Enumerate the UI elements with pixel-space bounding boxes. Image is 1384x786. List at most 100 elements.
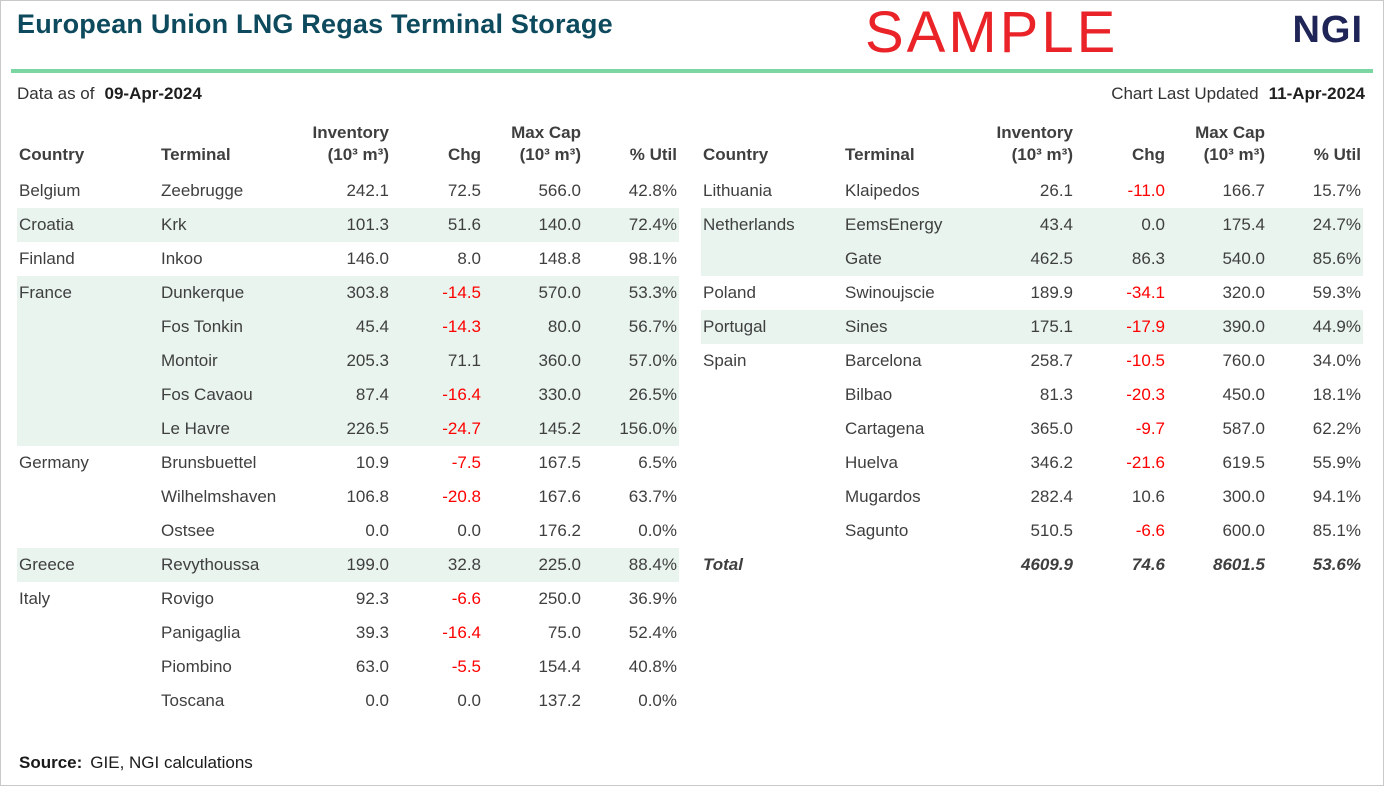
cell-max-cap: 8601.5 <box>1213 555 1265 574</box>
cell-country: Croatia <box>19 215 74 234</box>
max-cap-unit: (10³ m³) <box>1203 145 1265 164</box>
cell-country <box>17 412 159 446</box>
cell-util: 156.0% <box>619 419 677 438</box>
header-row: Country Terminal Inventory (10³ m³) Chg … <box>17 118 679 174</box>
cell-terminal: Swinoujscie <box>845 283 935 302</box>
table-row: Italy Rovigo 92.3 -6.6 250.0 36.9% <box>17 582 679 616</box>
cell-inventory: 81.3 <box>1039 385 1073 404</box>
tables-container: Country Terminal Inventory (10³ m³) Chg … <box>1 104 1383 718</box>
cell-inventory: 0.0 <box>365 691 389 710</box>
cell-chg: 51.6 <box>447 215 481 234</box>
cell-chg: 71.1 <box>447 351 481 370</box>
table-row: Gate 462.5 86.3 540.0 85.6% <box>701 242 1363 276</box>
cell-country: Total <box>703 555 743 574</box>
cell-chg: 0.0 <box>457 691 481 710</box>
cell-util: 0.0% <box>638 691 677 710</box>
cell-util: 85.1% <box>1312 521 1361 540</box>
cell-country: Finland <box>19 249 75 268</box>
cell-country <box>17 514 159 548</box>
cell-max-cap: 175.4 <box>1222 215 1265 234</box>
cell-max-cap: 600.0 <box>1222 521 1265 540</box>
cell-inventory: 10.9 <box>355 453 389 472</box>
cell-inventory: 282.4 <box>1030 487 1073 506</box>
page-header: European Union LNG Regas Terminal Storag… <box>1 0 1383 69</box>
cell-util: 98.1% <box>628 249 677 268</box>
cell-max-cap: 167.5 <box>538 453 581 472</box>
cell-inventory: 189.9 <box>1030 283 1073 302</box>
cell-chg: 0.0 <box>457 521 481 540</box>
cell-country <box>17 378 159 412</box>
cell-chg: -14.3 <box>442 317 481 336</box>
cell-inventory: 106.8 <box>346 487 389 506</box>
table-row: Finland Inkoo 146.0 8.0 148.8 98.1% <box>17 242 679 276</box>
cell-inventory: 63.0 <box>355 657 389 676</box>
subheader: Data as of 09-Apr-2024 Chart Last Update… <box>1 73 1383 104</box>
cell-util: 6.5% <box>638 453 677 472</box>
table-row: Panigaglia 39.3 -16.4 75.0 52.4% <box>17 616 679 650</box>
inventory-label: Inventory <box>996 123 1073 142</box>
cell-util: 52.4% <box>628 623 677 642</box>
cell-inventory: 43.4 <box>1039 215 1073 234</box>
table-body-left: Belgium Zeebrugge 242.1 72.5 566.0 42.8% Croat… <box>17 174 679 718</box>
cell-max-cap: 390.0 <box>1222 317 1265 336</box>
cell-inventory: 26.1 <box>1039 181 1073 200</box>
storage-table-right: Country Terminal Inventory (10³ m³) Chg … <box>701 118 1363 582</box>
cell-terminal: Piombino <box>161 657 232 676</box>
cell-country <box>701 446 843 480</box>
cell-max-cap: 167.6 <box>538 487 581 506</box>
column-header-max-cap: Max Cap (10³ m³) <box>1167 118 1267 174</box>
max-cap-label: Max Cap <box>1195 123 1265 142</box>
cell-country <box>17 650 159 684</box>
cell-inventory: 87.4 <box>355 385 389 404</box>
cell-terminal: EemsEnergy <box>845 215 943 234</box>
cell-util: 26.5% <box>628 385 677 404</box>
cell-country: Italy <box>19 589 51 608</box>
table-row: Belgium Zeebrugge 242.1 72.5 566.0 42.8% <box>17 174 679 208</box>
column-header-util: % Util <box>629 145 677 164</box>
header-row: Country Terminal Inventory (10³ m³) Chg … <box>701 118 1363 174</box>
table-row: Greece Revythoussa 199.0 32.8 225.0 88.4% <box>17 548 679 582</box>
storage-table-left: Country Terminal Inventory (10³ m³) Chg … <box>17 118 679 718</box>
table-row: Montoir 205.3 71.1 360.0 57.0% <box>17 344 679 378</box>
cell-terminal: Montoir <box>161 351 218 370</box>
cell-max-cap: 360.0 <box>538 351 581 370</box>
cell-terminal: Dunkerque <box>161 283 245 302</box>
cell-max-cap: 75.0 <box>547 623 581 642</box>
cell-country <box>17 616 159 650</box>
cell-inventory: 4609.9 <box>1021 555 1073 574</box>
cell-util: 53.6% <box>1312 555 1361 574</box>
cell-country <box>17 310 159 344</box>
table-row: Ostsee 0.0 0.0 176.2 0.0% <box>17 514 679 548</box>
cell-terminal: Mugardos <box>845 487 921 506</box>
cell-terminal: Barcelona <box>845 351 922 370</box>
table-row: Bilbao 81.3 -20.3 450.0 18.1% <box>701 378 1363 412</box>
cell-country: France <box>19 283 72 302</box>
column-header-chg: Chg <box>1131 145 1165 164</box>
cell-max-cap: 250.0 <box>538 589 581 608</box>
cell-terminal: Huelva <box>845 453 898 472</box>
total-row: Total 4609.9 74.6 8601.5 53.6% <box>701 548 1363 582</box>
cell-chg: -10.5 <box>1126 351 1165 370</box>
cell-max-cap: 145.2 <box>538 419 581 438</box>
cell-inventory: 101.3 <box>346 215 389 234</box>
cell-chg: -6.6 <box>1135 521 1165 540</box>
column-header-terminal: Terminal <box>845 145 915 164</box>
cell-inventory: 39.3 <box>355 623 389 642</box>
cell-country <box>701 480 843 514</box>
cell-util: 53.3% <box>628 283 677 302</box>
cell-chg: -5.5 <box>451 657 481 676</box>
cell-terminal <box>843 548 973 582</box>
cell-country <box>17 480 159 514</box>
cell-util: 44.9% <box>1312 317 1361 336</box>
cell-util: 40.8% <box>628 657 677 676</box>
cell-util: 36.9% <box>628 589 677 608</box>
cell-util: 24.7% <box>1312 215 1361 234</box>
cell-chg: -11.0 <box>1127 181 1166 200</box>
cell-terminal: Sines <box>845 317 888 336</box>
cell-terminal: Wilhelmshaven <box>161 487 277 506</box>
cell-inventory: 242.1 <box>346 181 389 200</box>
column-header-util: % Util <box>1313 145 1361 164</box>
source-text: GIE, NGI calculations <box>90 753 253 772</box>
cell-inventory: 175.1 <box>1030 317 1073 336</box>
cell-inventory: 45.4 <box>355 317 389 336</box>
